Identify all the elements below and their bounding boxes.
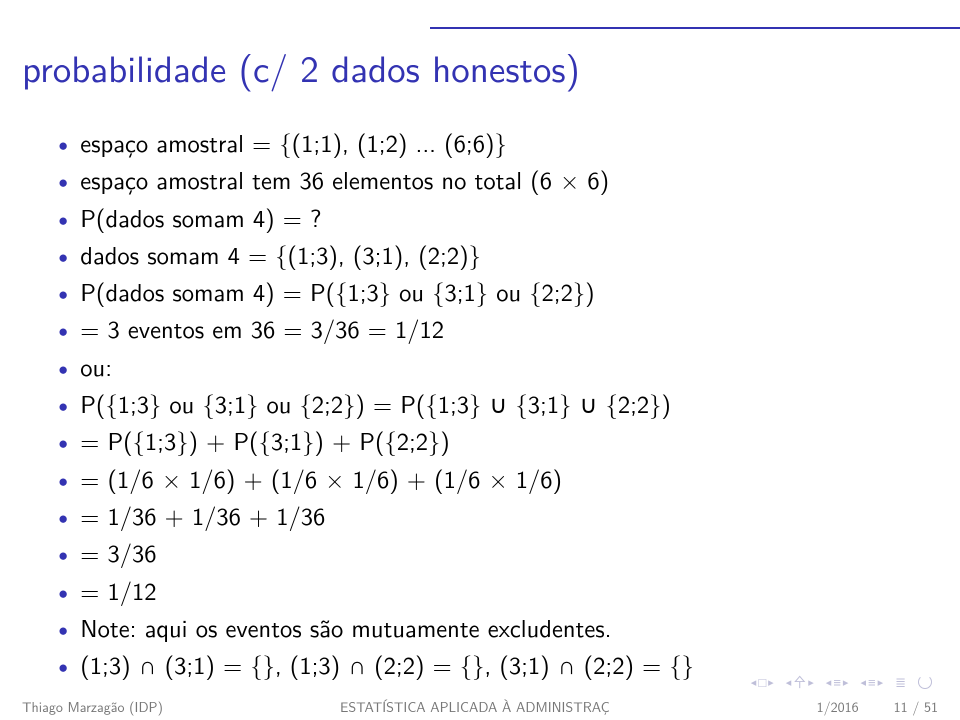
footer-author: Thiago Marzagão (IDP) — [22, 697, 163, 717]
nav-prev[interactable]: ◂㐃▸ — [786, 672, 814, 692]
bullet-icon: ● — [58, 170, 68, 194]
item-text: ou: — [80, 349, 928, 383]
nav-next[interactable]: ◂≡▸ — [826, 673, 849, 692]
item-text: espaço amostral = {(1;1), (1;2) ... (6;6… — [80, 125, 928, 159]
footer-page-num: 11 / 51 — [894, 697, 938, 717]
footer-page: 1/2016 11 / 51 — [817, 697, 938, 717]
list-item: ● = (1/6 × 1/6) + (1/6 × 1/6) + (1/6 × 1/… — [58, 461, 928, 495]
item-text: = (1/6 × 1/6) + (1/6 × 1/6) + (1/6 × 1/6… — [80, 461, 928, 495]
item-text: P({1;3} ou {3;1} ou {2;2}) = P({1;3} ∪ {… — [80, 386, 928, 420]
bullet-icon: ● — [58, 357, 68, 381]
refresh-icon[interactable] — [918, 675, 932, 689]
nav-first[interactable]: ◂□▸ — [751, 673, 774, 692]
slide-title: probabilidade (c/ 2 dados honestos) — [22, 40, 580, 94]
item-text: espaço amostral tem 36 elementos no tota… — [80, 162, 928, 196]
item-text: = 3/36 — [80, 535, 928, 569]
list-item: ● dados somam 4 = {(1;3), (3;1), (2;2)} — [58, 237, 928, 271]
bullet-icon: ● — [58, 133, 68, 157]
nav-section-icon[interactable]: ≣ — [895, 673, 906, 692]
bullet-icon: ● — [58, 431, 68, 455]
list-item: ● P(dados somam 4) = ? — [58, 200, 928, 234]
list-item: ● = 1/12 — [58, 573, 928, 607]
item-text: P(dados somam 4) = ? — [80, 200, 928, 234]
item-text: = 3 eventos em 36 = 3/36 = 1/12 — [80, 311, 928, 345]
footer-title: ESTATÍSTICA APLICADA À ADMINISTRAÇ — [340, 697, 610, 717]
list-item: ● espaço amostral tem 36 elementos no tot… — [58, 162, 928, 196]
list-item: ● P(dados somam 4) = P({1;3} ou {3;1} ou … — [58, 274, 928, 308]
bullet-icon: ● — [58, 506, 68, 530]
bullet-icon: ● — [58, 581, 68, 605]
item-text: Note: aqui os eventos são mutuamente exc… — [80, 610, 928, 644]
item-text: P(dados somam 4) = P({1;3} ou {3;1} ou {… — [80, 274, 928, 308]
nav-last[interactable]: ◂≡▸ — [860, 673, 883, 692]
list-item: ● espaço amostral = {(1;1), (1;2) ... (6;… — [58, 125, 928, 159]
bullet-icon: ● — [58, 618, 68, 642]
list-item: ● P({1;3} ou {3;1} ou {2;2}) = P({1;3} ∪ … — [58, 386, 928, 420]
bullet-icon: ● — [58, 208, 68, 232]
bullet-icon: ● — [58, 543, 68, 567]
footer: Thiago Marzagão (IDP) ESTATÍSTICA APLICA… — [0, 694, 960, 720]
item-text: dados somam 4 = {(1;3), (3;1), (2;2)} — [80, 237, 928, 271]
bullet-icon: ● — [58, 245, 68, 269]
bullet-icon: ● — [58, 655, 68, 679]
footer-date: 1/2016 — [817, 697, 859, 717]
list-item: ● = 3 eventos em 36 = 3/36 = 1/12 — [58, 311, 928, 345]
item-text: = 1/12 — [80, 573, 928, 607]
item-text: = 1/36 + 1/36 + 1/36 — [80, 498, 928, 532]
list-item: ● Note: aqui os eventos são mutuamente ex… — [58, 610, 928, 644]
bullet-icon: ● — [58, 469, 68, 493]
bullet-icon: ● — [58, 394, 68, 418]
list-item: ● = 3/36 — [58, 535, 928, 569]
list-item: ● ou: — [58, 349, 928, 383]
header-rule — [430, 27, 960, 29]
nav-controls: ◂□▸ ◂㐃▸ ◂≡▸ ◂≡▸ ≣ — [751, 672, 932, 692]
list-item: ● = P({1;3}) + P({3;1}) + P({2;2}) — [58, 423, 928, 457]
slide-content: ● espaço amostral = {(1;1), (1;2) ... (6;… — [58, 125, 928, 684]
bullet-icon: ● — [58, 319, 68, 343]
list-item: ● = 1/36 + 1/36 + 1/36 — [58, 498, 928, 532]
item-text: = P({1;3}) + P({3;1}) + P({2;2}) — [80, 423, 928, 457]
bullet-icon: ● — [58, 282, 68, 306]
